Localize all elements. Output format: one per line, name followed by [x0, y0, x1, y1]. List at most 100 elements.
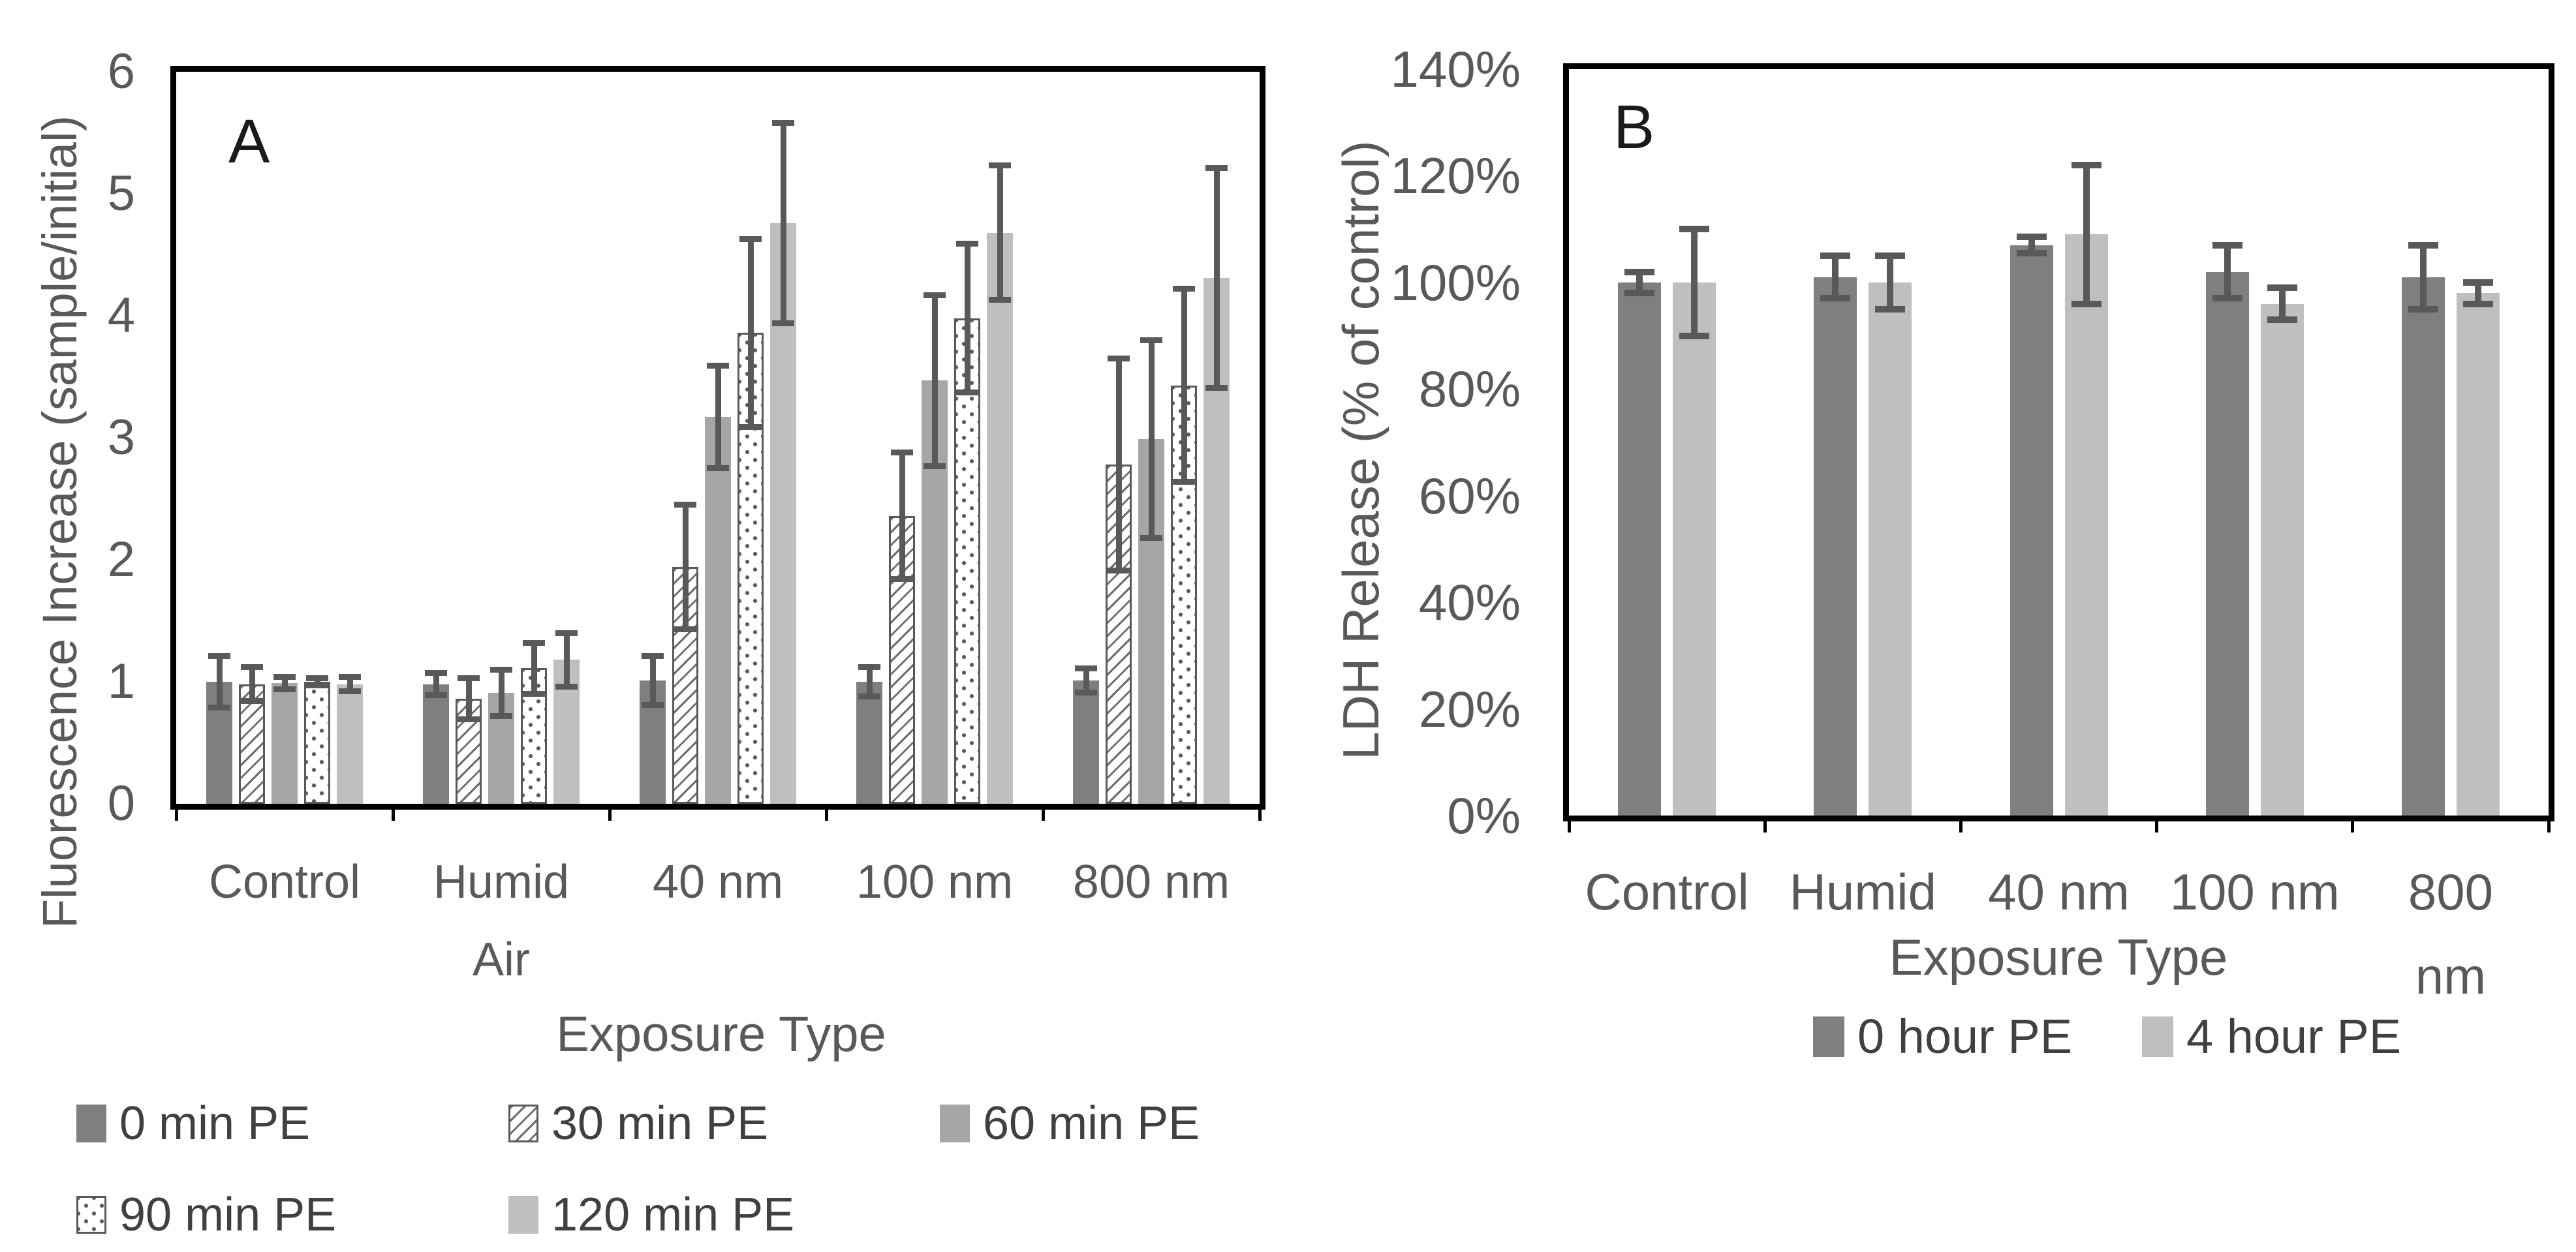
legend-item-30-min-pe: 30 min PE [508, 1100, 768, 1147]
legend-label: 90 min PE [119, 1189, 337, 1241]
error-bar [1115, 358, 1122, 571]
error-bar-cap [956, 241, 978, 247]
bar-0-hour-pe [1814, 277, 1857, 816]
y-tick-label: 5 [107, 166, 135, 221]
error-bar [1636, 271, 1643, 294]
legend-swatch-60-min-pe-icon [940, 1105, 970, 1142]
bar-0-hour-pe [2401, 277, 2445, 816]
error-bar-cap [923, 292, 946, 298]
bar-90-min-pe [1171, 385, 1197, 804]
error-bar-cap [1820, 295, 1851, 302]
error-bar-cap [1624, 290, 1655, 297]
error-bar [2474, 282, 2481, 304]
error-bar-cap [208, 653, 230, 660]
panel-b-y-axis-title: LDH Release (% of control) [1332, 140, 1389, 760]
error-bar [1181, 288, 1187, 482]
x-category-label: 40 nm [1988, 863, 2130, 921]
error-bar-cap [1108, 355, 1130, 361]
error-bar-cap [306, 675, 328, 681]
y-tick-label: 3 [107, 410, 135, 465]
panel-b-letter: B [1613, 93, 1655, 162]
error-bar [649, 656, 656, 705]
error-bar [1148, 340, 1155, 538]
error-bar [1887, 256, 1894, 309]
y-tick-label: 80% [1418, 360, 1521, 418]
bar-90-min-pe [954, 318, 980, 804]
error-bar-cap [458, 675, 480, 681]
x-category-label: 800 nm [1072, 856, 1230, 908]
error-bar-cap [2016, 234, 2047, 241]
error-bar-cap [923, 463, 946, 469]
error-bar [281, 677, 288, 690]
error-bar-cap [707, 363, 729, 369]
error-bar-cap [339, 674, 361, 680]
bar-90-min-pe [304, 682, 330, 804]
error-bar-cap [642, 702, 664, 709]
panel-b-x-axis-title: Exposure Type [1889, 928, 2228, 986]
error-bar-cap [674, 626, 696, 633]
error-bar-cap [2462, 300, 2493, 307]
error-bar-cap [1108, 568, 1130, 574]
legend-swatch-0-min-pe-icon [76, 1105, 106, 1142]
error-bar [780, 123, 786, 324]
error-bar-cap [2212, 295, 2242, 302]
x-axis-tick [1959, 821, 1963, 832]
error-bar-cap [2071, 162, 2102, 169]
error-bar-cap [891, 449, 913, 455]
error-bar-cap [707, 465, 729, 472]
error-bar [531, 643, 537, 694]
y-tick-label: 20% [1418, 680, 1521, 738]
bar-0-min-pe [856, 682, 882, 804]
error-bar-cap [1075, 665, 1097, 671]
error-bar [747, 239, 754, 427]
error-bar-cap [2408, 305, 2438, 313]
bar-4-hour-pe [2456, 293, 2500, 816]
error-bar-cap [208, 704, 230, 710]
error-bar-cap [1205, 165, 1228, 172]
error-bar [964, 243, 970, 393]
x-axis-tick [1763, 821, 1767, 832]
legend-item-0-hour-pe: 0 hour PE [1813, 1013, 2072, 1061]
error-bar-cap [2462, 279, 2493, 286]
bar-30-min-pe [672, 567, 698, 804]
y-tick-label: 40% [1418, 573, 1521, 632]
error-bar-cap [1140, 534, 1162, 541]
error-bar [249, 667, 255, 701]
bar-60-min-pe [705, 417, 731, 804]
error-bar-cap [425, 670, 447, 677]
panel-a-letter: A [228, 107, 270, 176]
y-tick-label: 0% [1447, 787, 1521, 844]
error-bar-cap [1679, 332, 1710, 339]
error-bar-cap [1140, 337, 1162, 343]
y-tick-label: 60% [1418, 466, 1521, 525]
error-bar-cap [989, 297, 1011, 303]
error-bar-cap [1205, 384, 1228, 391]
error-bar-cap [458, 716, 480, 723]
bar-0-hour-pe [2010, 245, 2053, 816]
x-axis-tick [391, 810, 395, 821]
error-bar-cap [858, 664, 880, 671]
error-bar-cap [241, 664, 263, 671]
legend-item-120-min-pe: 120 min PE [508, 1191, 794, 1238]
x-category-label: 100 nm [2169, 863, 2340, 921]
legend-item-90-min-pe: 90 min PE [76, 1191, 336, 1238]
x-category-label: Humid Air [433, 856, 570, 986]
x-category-label: Humid [1789, 863, 1936, 921]
error-bar-cap [1875, 305, 1906, 313]
error-bar [433, 673, 439, 695]
error-bar-cap [273, 674, 296, 680]
legend-label: 4 hour PE [2186, 1009, 2402, 1063]
error-bar [1691, 229, 1698, 336]
error-bar [2028, 237, 2035, 253]
error-bar-cap [1820, 252, 1851, 259]
error-bar-cap [739, 236, 762, 242]
legend-item-60-min-pe: 60 min PE [940, 1100, 1200, 1147]
error-bar-cap [1875, 252, 1906, 259]
error-bar-cap [339, 688, 361, 695]
error-bar [2224, 245, 2231, 299]
x-category-label: Control [1585, 863, 1749, 921]
legend-swatch-0-hour-pe-icon [1813, 1016, 1844, 1057]
bar-4-hour-pe [2260, 303, 2304, 816]
x-axis-tick [608, 810, 612, 821]
